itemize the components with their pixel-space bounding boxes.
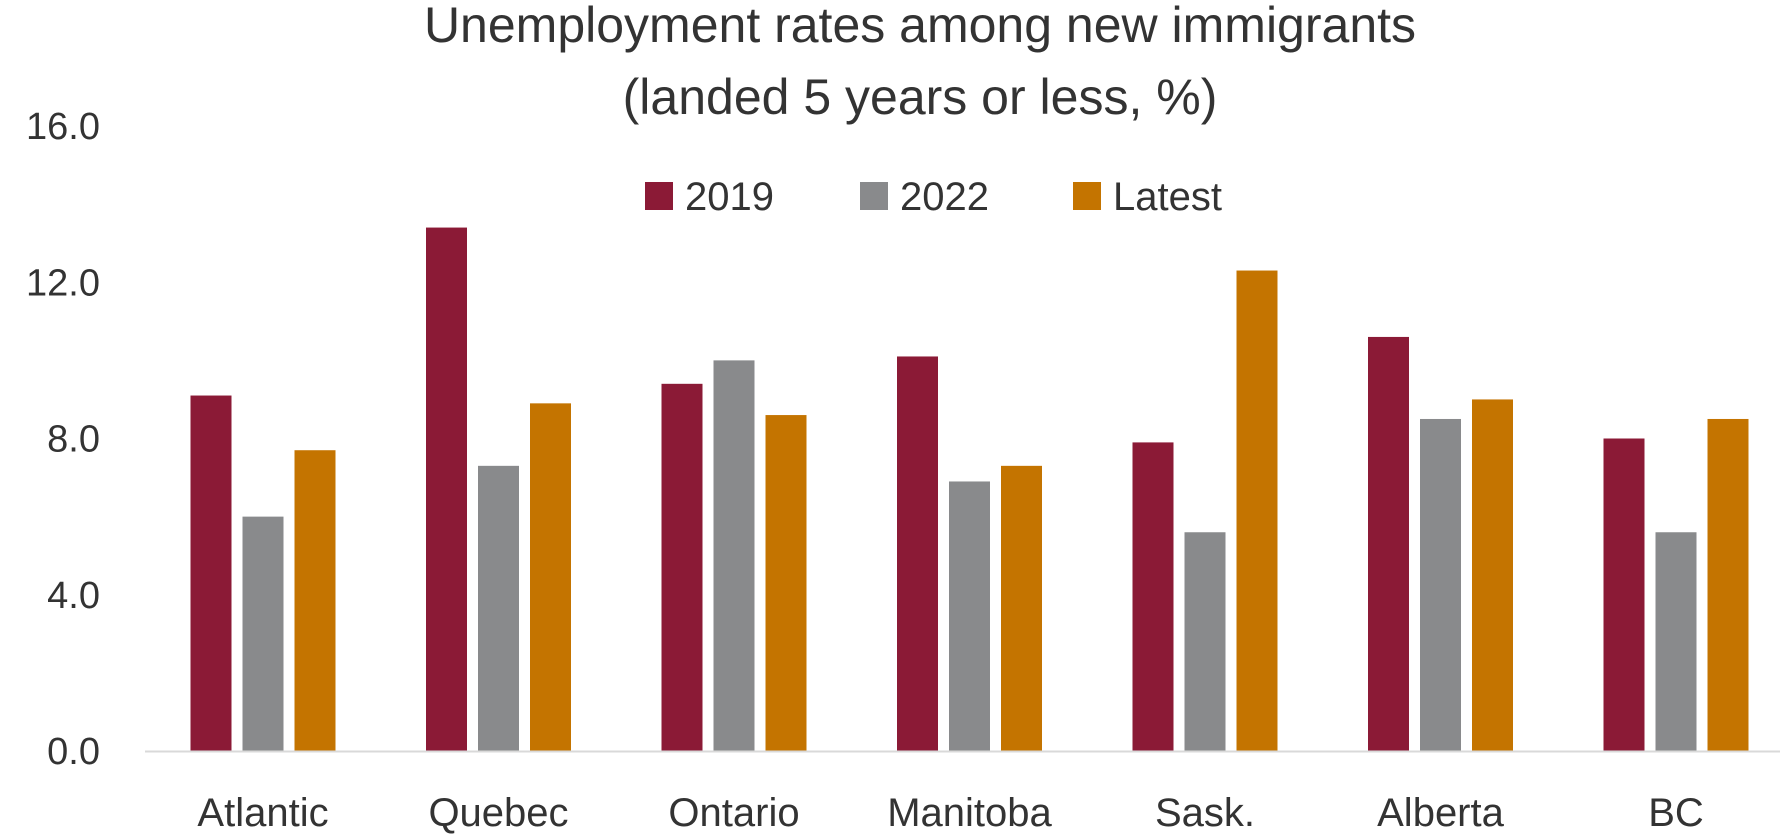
bar-latest-alberta bbox=[1472, 399, 1513, 751]
legend-item: 2022 bbox=[860, 175, 989, 219]
y-tick-label: 12.0 bbox=[26, 262, 100, 304]
bar-2022-atlantic bbox=[242, 516, 284, 751]
x-tick-label: Sask. bbox=[1155, 791, 1255, 835]
legend-item: Latest bbox=[1073, 175, 1222, 219]
x-tick-label: Manitoba bbox=[887, 791, 1052, 835]
chart-title: Unemployment rates among new immigrants … bbox=[424, 0, 1416, 125]
legend-label: 2019 bbox=[685, 175, 774, 219]
bar-2022-sask bbox=[1184, 532, 1226, 751]
bar-2019-manitoba bbox=[897, 356, 938, 751]
y-tick-label: 0.0 bbox=[47, 731, 100, 773]
bar-2022-ontario bbox=[713, 360, 755, 751]
bar-2019-quebec bbox=[426, 227, 467, 751]
y-tick-label: 16.0 bbox=[26, 106, 100, 148]
bar-2019-alberta bbox=[1368, 336, 1409, 751]
x-tick-label: Ontario bbox=[668, 791, 799, 835]
x-tick-label: Alberta bbox=[1377, 791, 1504, 835]
legend-swatch bbox=[645, 182, 673, 210]
bar-latest-sask bbox=[1236, 270, 1278, 751]
x-tick-label: BC bbox=[1648, 791, 1704, 835]
y-tick-label: 8.0 bbox=[47, 419, 100, 461]
bar-latest-ontario bbox=[765, 415, 807, 751]
legend: 2019 2022 Latest bbox=[645, 175, 1222, 219]
chart-title-line-1: Unemployment rates among new immigrants bbox=[424, 0, 1416, 53]
bar-2022-quebec bbox=[478, 465, 519, 751]
bar-latest-manitoba bbox=[1001, 465, 1042, 751]
bar-2022-bc bbox=[1655, 532, 1697, 751]
legend-label: Latest bbox=[1113, 175, 1222, 219]
x-axis: Atlantic Quebec Ontario Manitoba Sask. Albert… bbox=[145, 750, 1780, 835]
x-tick-label: Quebec bbox=[428, 791, 568, 835]
chart-title-line-2: (landed 5 years or less, %) bbox=[623, 69, 1218, 125]
legend-label: 2022 bbox=[900, 175, 989, 219]
x-tick-label: Atlantic bbox=[197, 791, 328, 835]
y-axis: 0.0 4.0 8.0 12.0 16.0 bbox=[26, 106, 100, 773]
legend-swatch bbox=[860, 182, 888, 210]
plot-area bbox=[190, 227, 1749, 751]
legend-swatch bbox=[1073, 182, 1101, 210]
bar-latest-atlantic bbox=[294, 450, 336, 751]
bar-2019-ontario bbox=[661, 383, 703, 751]
bar-2022-manitoba bbox=[949, 481, 990, 751]
y-tick-label: 4.0 bbox=[47, 575, 100, 617]
bar-2019-bc bbox=[1603, 438, 1645, 751]
bar-latest-bc bbox=[1707, 418, 1749, 751]
bar-latest-quebec bbox=[530, 403, 571, 751]
bar-2019-atlantic bbox=[190, 395, 232, 751]
legend-item: 2019 bbox=[645, 175, 774, 219]
bar-2022-alberta bbox=[1420, 418, 1461, 751]
bar-2019-sask bbox=[1132, 442, 1174, 751]
